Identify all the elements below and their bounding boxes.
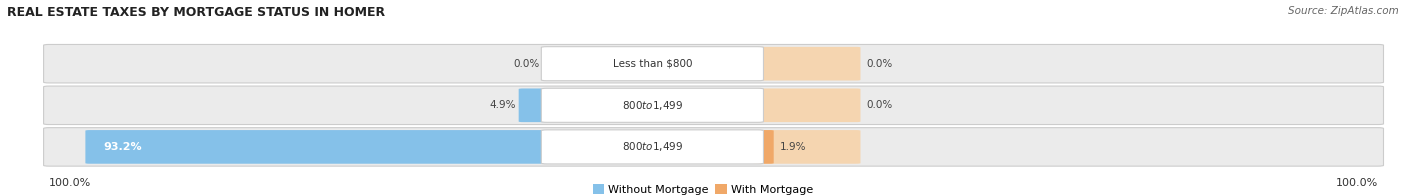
FancyBboxPatch shape — [519, 89, 551, 122]
Text: 100.0%: 100.0% — [1336, 178, 1378, 188]
Text: 1.9%: 1.9% — [779, 142, 806, 152]
FancyBboxPatch shape — [44, 86, 1384, 125]
FancyBboxPatch shape — [44, 44, 1384, 83]
FancyBboxPatch shape — [754, 130, 860, 164]
FancyBboxPatch shape — [541, 130, 763, 164]
Text: Less than $800: Less than $800 — [613, 59, 692, 69]
FancyBboxPatch shape — [44, 128, 1384, 166]
FancyBboxPatch shape — [86, 130, 551, 164]
Legend: Without Mortgage, With Mortgage: Without Mortgage, With Mortgage — [588, 180, 818, 195]
FancyBboxPatch shape — [754, 89, 860, 122]
Text: 4.9%: 4.9% — [489, 100, 516, 110]
Text: $800 to $1,499: $800 to $1,499 — [621, 140, 683, 153]
Text: Source: ZipAtlas.com: Source: ZipAtlas.com — [1288, 6, 1399, 16]
Text: 93.2%: 93.2% — [104, 142, 142, 152]
Text: 0.0%: 0.0% — [866, 59, 893, 69]
Text: 100.0%: 100.0% — [49, 178, 91, 188]
FancyBboxPatch shape — [541, 88, 763, 122]
Text: 0.0%: 0.0% — [513, 59, 540, 69]
Text: 0.0%: 0.0% — [866, 100, 893, 110]
FancyBboxPatch shape — [541, 47, 763, 81]
Text: REAL ESTATE TAXES BY MORTGAGE STATUS IN HOMER: REAL ESTATE TAXES BY MORTGAGE STATUS IN … — [7, 6, 385, 19]
Text: $800 to $1,499: $800 to $1,499 — [621, 99, 683, 112]
FancyBboxPatch shape — [754, 130, 773, 164]
FancyBboxPatch shape — [754, 47, 860, 81]
